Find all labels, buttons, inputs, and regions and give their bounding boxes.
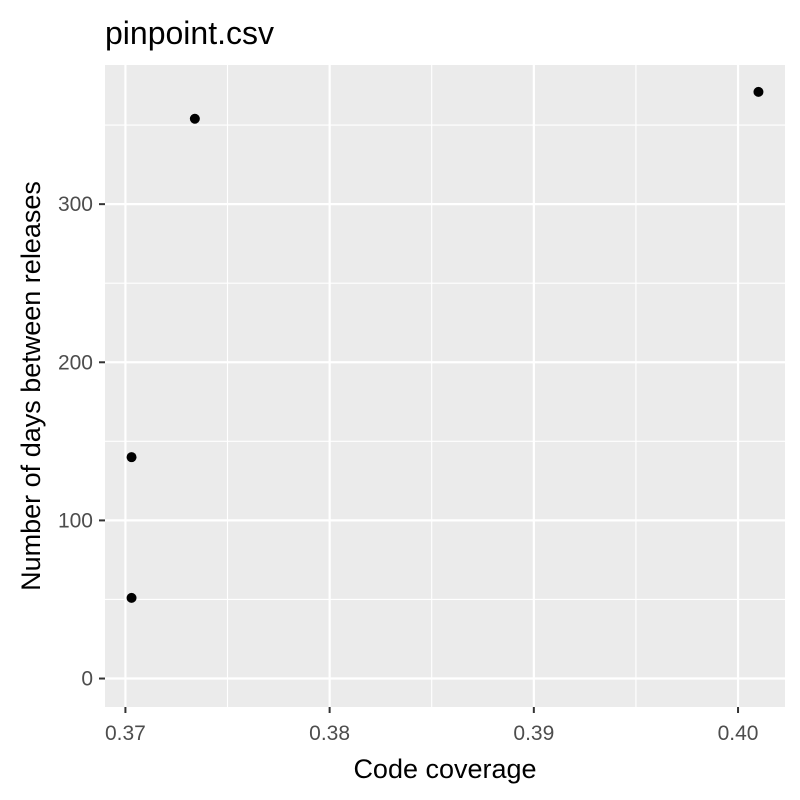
data-point bbox=[753, 86, 764, 97]
data-point bbox=[189, 113, 200, 124]
x-tick-label: 0.39 bbox=[513, 722, 554, 745]
data-point bbox=[126, 592, 137, 603]
y-tick-label: 300 bbox=[58, 193, 93, 216]
x-axis-label: Code coverage bbox=[353, 754, 536, 784]
plot-panel bbox=[105, 65, 785, 707]
y-tick-label: 200 bbox=[58, 351, 93, 374]
x-tick-label: 0.40 bbox=[718, 722, 759, 745]
y-tick-label: 100 bbox=[58, 509, 93, 532]
x-axis-ticks: 0.37 0.38 0.39 0.40 bbox=[105, 707, 758, 745]
x-tick-label: 0.37 bbox=[105, 722, 146, 745]
data-points bbox=[126, 86, 764, 603]
chart-title: pinpoint.csv bbox=[105, 15, 274, 51]
data-point bbox=[126, 452, 137, 463]
y-tick-label: 0 bbox=[81, 668, 93, 691]
minor-grid bbox=[105, 65, 785, 707]
y-axis-ticks: 0 100 200 300 bbox=[58, 193, 105, 691]
major-grid bbox=[105, 65, 785, 707]
y-axis-label: Number of days between releases bbox=[16, 181, 46, 591]
x-tick-label: 0.38 bbox=[309, 722, 350, 745]
